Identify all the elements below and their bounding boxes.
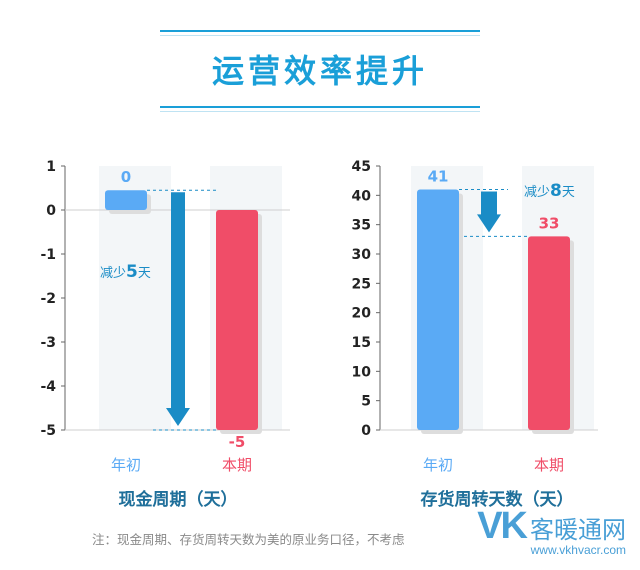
chart1-tick-label-3: -2: [40, 291, 56, 307]
chart2-tick-label-1: 40: [352, 188, 372, 204]
chart2-decrease-arrow: [477, 191, 501, 233]
chart1-tick-label-2: -1: [40, 247, 56, 263]
chart2-value-label-2: 33: [539, 214, 560, 232]
watermark-name: 客暖通网: [530, 517, 626, 544]
chart1-category-label-2: 本期: [222, 456, 252, 474]
chart1-annotation-prefix: 减少: [100, 266, 126, 281]
chart2-annotation-number: 8: [550, 181, 562, 201]
watermark: VK 客暖通网 www.vkhvacr.com: [477, 505, 626, 557]
chart1-title: 现金周期（天）: [119, 489, 238, 510]
watermark-logo: VK: [477, 505, 528, 547]
header-rule-bottom: [160, 106, 480, 108]
chart1-tick-label-1: 0: [46, 203, 56, 219]
chart1-tick-label-0: 1: [46, 159, 56, 175]
chart1-tick-label-5: -4: [40, 379, 56, 395]
chart2-tick-label-9: 0: [361, 423, 371, 439]
header-rule-top-thin: [160, 35, 480, 36]
chart2-bar-2: [528, 236, 570, 430]
watermark-url: www.vkhvacr.com: [530, 543, 626, 557]
chart2-annotation-prefix: 减少: [524, 185, 550, 200]
chart1-tick-label-6: -5: [40, 423, 56, 439]
chart2-category-label-2: 本期: [534, 456, 564, 474]
chart1-annotation: 减少5天: [100, 262, 151, 282]
chart1-annotation-number: 5: [126, 262, 138, 282]
footnote: 注：现金周期、存货周转天数为美的原业务口径，不考虑: [92, 532, 405, 547]
chart2-tick-label-6: 15: [352, 335, 371, 351]
chart2-tick-label-8: 5: [361, 394, 371, 410]
chart1-bar-1: [105, 190, 147, 210]
chart2-tick-label-7: 10: [352, 364, 372, 380]
chart2-bar-1: [417, 189, 459, 430]
chart2-tick-label-4: 25: [352, 276, 371, 292]
header-rule-bottom-thin: [160, 111, 480, 112]
header-rule-top: [160, 30, 480, 32]
chart1-bar-2: [216, 210, 258, 430]
chart1-tick-label-4: -3: [40, 335, 56, 351]
chart1-category-label-1: 年初: [111, 456, 141, 474]
chart2-value-label-1: 41: [428, 167, 449, 185]
chart1-annotation-suffix: 天: [138, 266, 151, 281]
chart2-tick-label-3: 30: [352, 247, 372, 263]
chart2-annotation-suffix: 天: [562, 185, 575, 200]
chart2-category-label-1: 年初: [423, 456, 453, 474]
chart1-decrease-arrow: [166, 192, 190, 426]
chart1-value-label-2: -5: [229, 433, 246, 451]
chart1-value-label-1: 0: [121, 168, 131, 186]
chart2-tick-label-0: 45: [352, 159, 371, 175]
chart2-tick-label-2: 35: [352, 218, 371, 234]
chart2-title: 存货周转天数（天）: [421, 489, 574, 510]
chart2-annotation: 减少8天: [524, 181, 575, 201]
page-title: 运营效率提升: [211, 52, 428, 90]
chart2-tick-label-5: 20: [352, 306, 372, 322]
